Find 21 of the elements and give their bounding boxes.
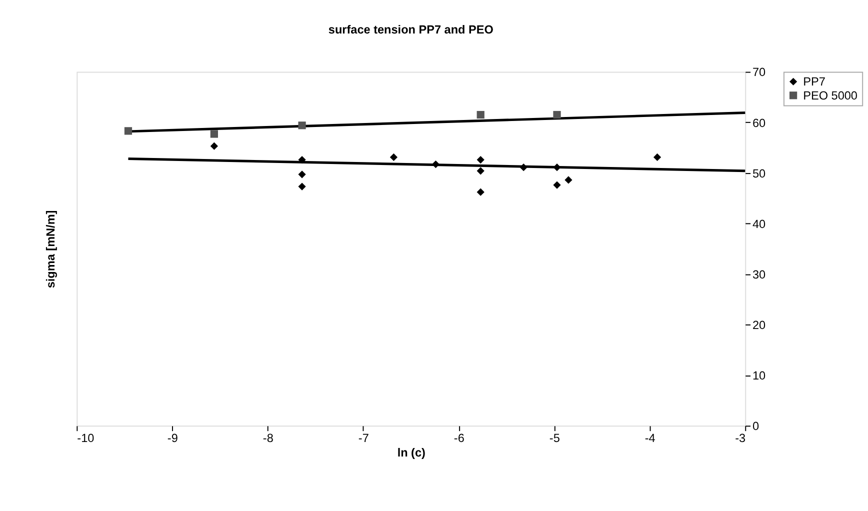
y-axis-title: sigma [mN/m]: [44, 210, 58, 288]
x-tick-label: -9: [167, 432, 178, 445]
x-tick-label: -6: [454, 432, 465, 445]
x-tick-label: -3: [735, 432, 746, 445]
x-tick-label: -7: [358, 432, 369, 445]
x-tick-label: -5: [549, 432, 560, 445]
legend-label: PEO 5000: [803, 89, 858, 102]
y-tick-label: 10: [752, 370, 766, 383]
y-tick-label: 70: [752, 66, 766, 80]
legend-label: PP7: [803, 76, 826, 89]
y-tick-label: 60: [752, 116, 766, 130]
x-tick-label: -4: [644, 432, 656, 445]
x-tick-label: -10: [77, 432, 95, 445]
y-tick-label: 20: [752, 318, 766, 332]
y-tick-label: 40: [752, 218, 766, 231]
y-tick-label: 30: [752, 268, 766, 282]
y-tick-label: 50: [752, 167, 766, 180]
x-axis-title: ln (c): [397, 446, 426, 460]
x-tick-label: -8: [262, 432, 274, 445]
y-tick-label: 0: [752, 420, 760, 434]
chart-title: surface tension PP7 and PEO: [328, 23, 494, 36]
